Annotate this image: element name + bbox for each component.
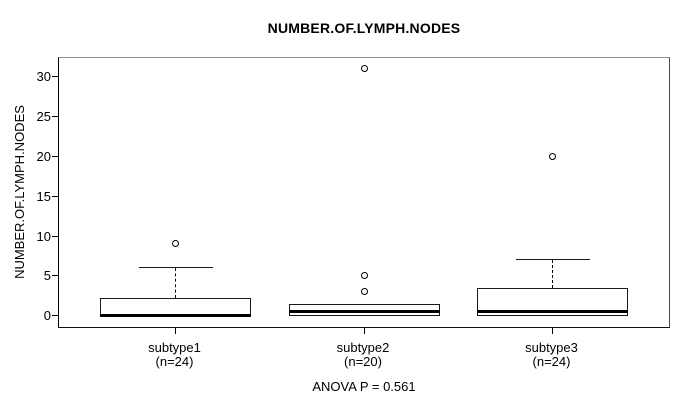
y-axis-tick-label: 15: [36, 188, 51, 204]
upper-whisker-line: [175, 267, 176, 298]
y-axis-tick-label: 10: [36, 228, 51, 244]
y-axis-tick: [52, 275, 58, 277]
y-axis-tick: [52, 155, 58, 157]
median-line: [288, 310, 440, 314]
median-line: [477, 310, 628, 314]
group-label-block: subtype1 (n=24): [105, 341, 245, 368]
box: [100, 297, 251, 316]
plot-area: 0 5 10 15 20 25 30: [37, 57, 670, 334]
outlier-point: [360, 288, 368, 296]
group-label-block: subtype2 (n=20): [293, 341, 433, 368]
group-label: subtype2: [336, 340, 390, 355]
y-axis-tick-label: 25: [36, 108, 51, 124]
outlier-point: [172, 240, 179, 248]
outlier-point: [360, 272, 368, 280]
x-axis-tick: [363, 328, 365, 334]
outlier-point: [360, 64, 368, 72]
y-axis-tick-label: 5: [43, 268, 51, 284]
outlier-point: [549, 152, 556, 160]
anova-p-text: ANOVA P = 0.561: [312, 379, 416, 394]
y-axis-tick: [52, 235, 58, 237]
y-axis-tick-label: 30: [36, 68, 51, 84]
y-axis-tick: [52, 315, 58, 317]
group-label: subtype1: [148, 340, 201, 355]
chart-title: NUMBER.OF.LYMPH.NODES: [267, 20, 461, 36]
x-axis-tick: [552, 328, 553, 334]
box: [288, 303, 440, 316]
upper-whisker-line: [552, 259, 553, 288]
group-n-label: (n=20): [344, 353, 382, 369]
y-axis-tick: [52, 75, 58, 77]
median-line: [100, 314, 251, 318]
y-axis-tick: [52, 195, 58, 197]
x-axis-tick: [175, 328, 176, 334]
group-n-label: (n=24): [532, 353, 571, 369]
y-axis-tick-label: 0: [43, 308, 51, 324]
y-axis-tick-label: 20: [36, 148, 51, 164]
y-axis-tick: [52, 115, 58, 117]
group-label-block: subtype3 (n=24): [482, 341, 622, 368]
group-label: subtype3: [525, 340, 578, 355]
group-n-label: (n=24): [155, 353, 194, 369]
upper-whisker-cap: [515, 259, 590, 261]
upper-whisker-cap: [138, 267, 213, 269]
